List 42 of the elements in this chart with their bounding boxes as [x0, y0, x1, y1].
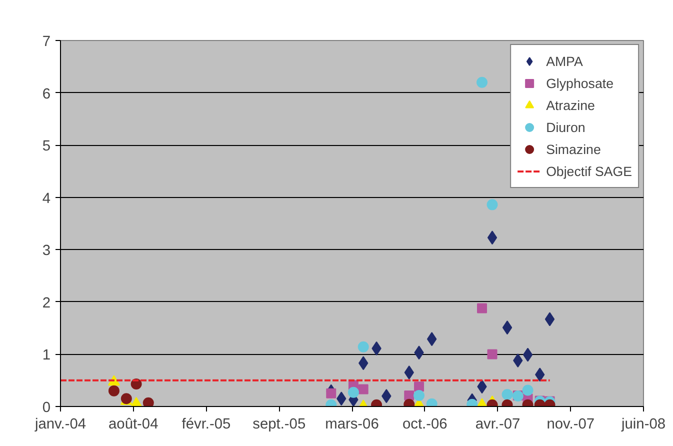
point — [414, 382, 424, 392]
y-tick-label: 7 — [42, 34, 51, 50]
point — [487, 230, 498, 245]
legend-label: Objectif SAGE — [546, 164, 632, 178]
legend-label: Diuron — [546, 120, 586, 134]
point — [502, 320, 512, 335]
x-tick-label: nov.-07 — [546, 416, 595, 432]
x-tick-label: oct.-06 — [402, 416, 448, 432]
y-tick-label: 3 — [42, 243, 51, 260]
legend-label: Atrazine — [546, 98, 595, 112]
point — [522, 348, 533, 362]
y-tick-label: 0 — [42, 400, 51, 416]
y-tick-label: 6 — [42, 86, 51, 102]
x-tick-label: juin-08 — [620, 416, 666, 432]
x-tick-label: mars-06 — [325, 416, 379, 432]
point — [142, 397, 154, 406]
y-tick-label: 5 — [42, 138, 51, 155]
legend-label: Simazine — [546, 142, 601, 156]
point — [502, 388, 513, 400]
x-tick-label: août-04 — [108, 416, 158, 432]
y-tick-label: 4 — [42, 190, 51, 207]
point — [326, 388, 336, 398]
y-tick-label: 1 — [42, 348, 51, 364]
point — [476, 76, 488, 88]
point — [404, 390, 414, 401]
point — [486, 199, 498, 210]
point — [414, 390, 425, 402]
point — [544, 312, 555, 326]
point — [477, 303, 488, 314]
point — [358, 341, 369, 352]
point — [358, 384, 368, 394]
x-tick-label: févr.-05 — [182, 416, 231, 432]
x-tick-label: sept.-05 — [252, 416, 306, 432]
legend-label: Glyphosate — [546, 76, 614, 90]
legend-label: AMPA — [546, 54, 583, 68]
point — [348, 386, 359, 398]
y-tick-label: 2 — [42, 295, 51, 312]
point — [522, 384, 534, 396]
x-tick-label: janv.-04 — [34, 416, 86, 432]
x-tick-label: avr.-07 — [475, 416, 520, 432]
point — [487, 349, 498, 360]
point — [108, 385, 120, 396]
